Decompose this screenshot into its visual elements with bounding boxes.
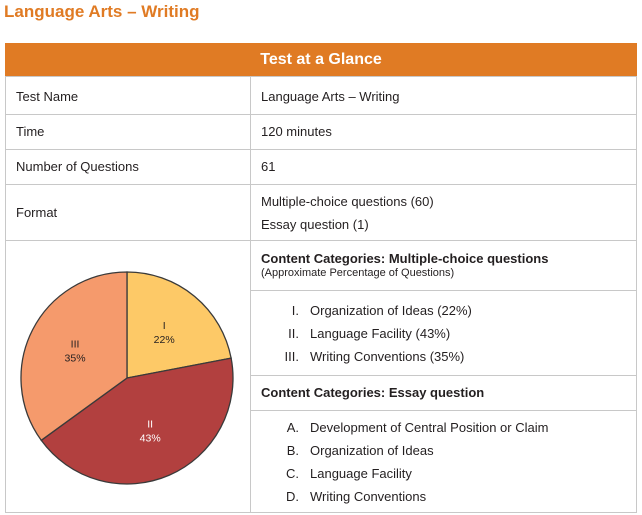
row-value: Multiple-choice questions (60): [261, 194, 434, 209]
slice-label: III: [71, 338, 80, 350]
item-text: Organization of Ideas (22%): [310, 303, 472, 318]
cell: [250, 149, 637, 185]
row-value: Language Arts – Writing: [261, 89, 400, 104]
item-text: Language Facility (43%): [310, 326, 451, 341]
item-text: Writing Conventions (35%): [310, 349, 465, 364]
pie-slice: [40, 357, 234, 485]
section-title: Content Categories: Essay question: [261, 385, 485, 400]
row-label: Test Name: [16, 89, 79, 104]
row-value: 61: [261, 159, 276, 174]
row-label: Format: [16, 205, 58, 220]
slice-value-label: 43%: [140, 432, 161, 444]
item-marker: III.: [284, 349, 299, 364]
row-value: 120 minutes: [261, 124, 332, 139]
cell: [250, 184, 637, 241]
pie-chart: I 22% II 43% III 35%: [20, 271, 234, 485]
item-text: Writing Conventions: [310, 489, 427, 504]
section-title: Content Categories: Multiple-choice ques…: [261, 251, 549, 266]
item-marker: II.: [288, 326, 299, 341]
item-marker: I.: [291, 303, 299, 318]
section-subtitle: (Approximate Percentage of Questions): [261, 267, 455, 279]
item-text: Organization of Ideas: [310, 443, 434, 458]
row-label: Number of Questions: [16, 159, 139, 174]
item-marker: D.: [286, 489, 299, 504]
slice-value-label: 22%: [154, 334, 175, 346]
row-value: Essay question (1): [261, 217, 369, 232]
page-title: Language Arts – Writing: [4, 2, 200, 21]
table-title: Test at a Glance: [5, 43, 637, 76]
pie-slice: [20, 271, 128, 442]
item-text: Development of Central Position or Claim: [310, 420, 549, 435]
slice-value-label: 35%: [65, 352, 86, 364]
pie-slice: [126, 271, 232, 379]
item-marker: B.: [286, 443, 299, 458]
slice-label: I: [163, 320, 166, 332]
item-text: Language Facility: [310, 466, 412, 481]
slice-label: II: [147, 418, 153, 430]
row-label: Time: [16, 124, 45, 139]
item-marker: C.: [286, 466, 299, 481]
item-marker: A.: [286, 420, 299, 435]
cell: [250, 410, 637, 513]
